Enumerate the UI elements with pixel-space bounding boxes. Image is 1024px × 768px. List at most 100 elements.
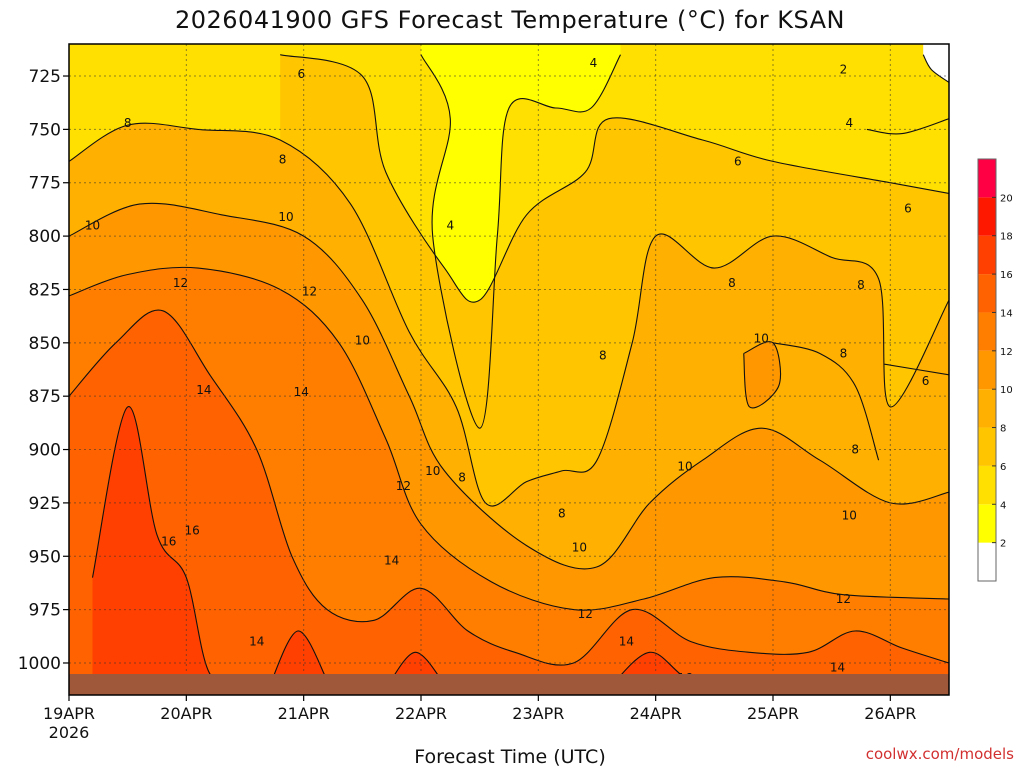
contour-label: 12: [396, 479, 411, 493]
y-tick-label: 825: [29, 280, 61, 300]
band-10: [743, 341, 781, 695]
plot-area: 4 4 4 2 6 6 6 6 8 8 8 8 8 8 8 8 8 10 10 10 10 10 10 10 10 12 12 12 1…: [69, 44, 949, 695]
contour-10: [69, 202, 949, 570]
contour-6: [280, 54, 949, 303]
contour-label: 10: [677, 460, 692, 474]
contour-label: 4: [447, 218, 455, 232]
x-tick-label: 26APR: [864, 704, 916, 723]
y-tick-label: 800: [29, 227, 61, 247]
colorbar-swatch: [978, 312, 996, 351]
colorbar-swatch: [978, 389, 996, 428]
y-tick-label: 750: [29, 120, 61, 140]
colorbar-frame: [977, 158, 997, 582]
contour-label: 8: [851, 443, 859, 457]
contour-label: 8: [857, 278, 865, 292]
contour-label: 12: [578, 607, 593, 621]
x-tick-label: 24APR: [630, 704, 682, 723]
contour-label: 8: [728, 276, 736, 290]
x-tick-label: 21APR: [278, 704, 330, 723]
x-tick-label: 19APR: [43, 704, 95, 723]
band-16: [92, 406, 245, 695]
contour-label: 6: [734, 154, 742, 168]
y-tick-label: 900: [29, 441, 61, 461]
plot-frame: [68, 43, 950, 696]
contour-label: 8: [840, 346, 848, 360]
colorbar-label: 12: [1000, 347, 1013, 358]
colorbar-label: 2: [1000, 539, 1006, 550]
x-tick-label: 23APR: [512, 704, 564, 723]
contour-label: 8: [599, 349, 607, 363]
colorbar-label: 18: [1000, 232, 1013, 243]
contour-4: [866, 118, 949, 135]
contour-4: [420, 54, 621, 429]
contour-label: 16: [161, 534, 176, 548]
colorbar-swatch: [978, 235, 996, 275]
colorbar-label: 14: [1000, 308, 1013, 319]
colorbar-label: 6: [1000, 462, 1006, 473]
colorbar-label: 4: [1000, 500, 1006, 511]
y-tick-label: 775: [29, 174, 61, 194]
contour-label: 14: [196, 383, 211, 397]
contour-label: 8: [124, 116, 132, 130]
contour-8: [69, 122, 949, 507]
contour-label: 10: [278, 210, 293, 224]
contour-label: 8: [279, 152, 287, 166]
contour-label: 8: [558, 507, 566, 521]
band-14: [69, 310, 949, 695]
colorbar-swatch: [978, 504, 996, 543]
temperature-bands: [69, 44, 949, 695]
contour-label: 10: [842, 509, 857, 523]
contour-16: [268, 630, 328, 689]
contour-label: 8: [458, 470, 466, 484]
contour-label: 14: [619, 635, 634, 649]
contour-label: 12: [836, 592, 851, 606]
colorbar-label: 10: [1000, 385, 1013, 396]
y-tick-label: 925: [29, 494, 61, 514]
contour-label: 4: [590, 56, 598, 70]
contour-label: 14: [830, 660, 845, 674]
y-axis-ticks: 725 750 775 800 825 850 875 900 925 950 975 1000: [18, 67, 69, 674]
contour-label: 14: [294, 385, 309, 399]
contour-label: 12: [173, 276, 188, 290]
contour-label: 6: [922, 374, 930, 388]
contour-label: 6: [297, 67, 305, 81]
contour-label: 14: [384, 554, 399, 568]
grid-lines: [69, 44, 949, 695]
y-tick-label: 725: [29, 67, 61, 87]
contour-labels: 4 4 4 2 6 6 6 6 8 8 8 8 8 8 8 8 8 10 10 10 10 10 10 10 10 12 12 12 1…: [85, 56, 930, 685]
isotherm-contours: [69, 54, 949, 690]
contour-label: 4: [845, 116, 853, 130]
chart-title: 2026041900 GFS Forecast Temperature (°C)…: [175, 6, 845, 34]
colorbar-swatch: [978, 542, 996, 581]
contour-8: [772, 342, 880, 461]
colorbar-swatch: [978, 197, 996, 236]
contour-label: 14: [249, 635, 264, 649]
x-tick-label: 25APR: [747, 704, 799, 723]
contour-label: 10: [85, 218, 100, 232]
y-tick-label: 1000: [18, 654, 61, 674]
x-axis-ticks: 19APR 20APR 21APR 22APR 23APR 24APR 25APR 26APR: [43, 695, 916, 723]
y-tick-label: 875: [29, 387, 61, 407]
colorbar-label: 16: [1000, 270, 1013, 281]
contour-label: 2: [840, 63, 848, 77]
y-tick-label: 950: [29, 547, 61, 567]
colorbar-swatch: [978, 465, 996, 505]
colorbar-swatch: [978, 159, 996, 198]
ground-surface: [69, 674, 949, 695]
colorbar: 2 4 6 8 10 12 14 16 18 20: [977, 158, 1013, 582]
y-tick-label: 975: [29, 601, 61, 621]
colorbar-swatch: [978, 350, 996, 390]
x-axis-year: 2026: [49, 723, 90, 742]
contour-label: 10: [754, 332, 769, 346]
x-axis-label: Forecast Time (UTC): [414, 746, 605, 768]
contour-label: 6: [904, 201, 912, 215]
contour-12: [69, 266, 949, 611]
colorbar-label: 20: [1000, 193, 1013, 204]
colorbar-swatch: [978, 427, 996, 466]
contour-label: 10: [355, 334, 370, 348]
contour-label: 10: [572, 541, 587, 555]
x-tick-label: 22APR: [395, 704, 447, 723]
contour-label: 12: [302, 285, 317, 299]
colorbar-label: 8: [1000, 424, 1006, 435]
